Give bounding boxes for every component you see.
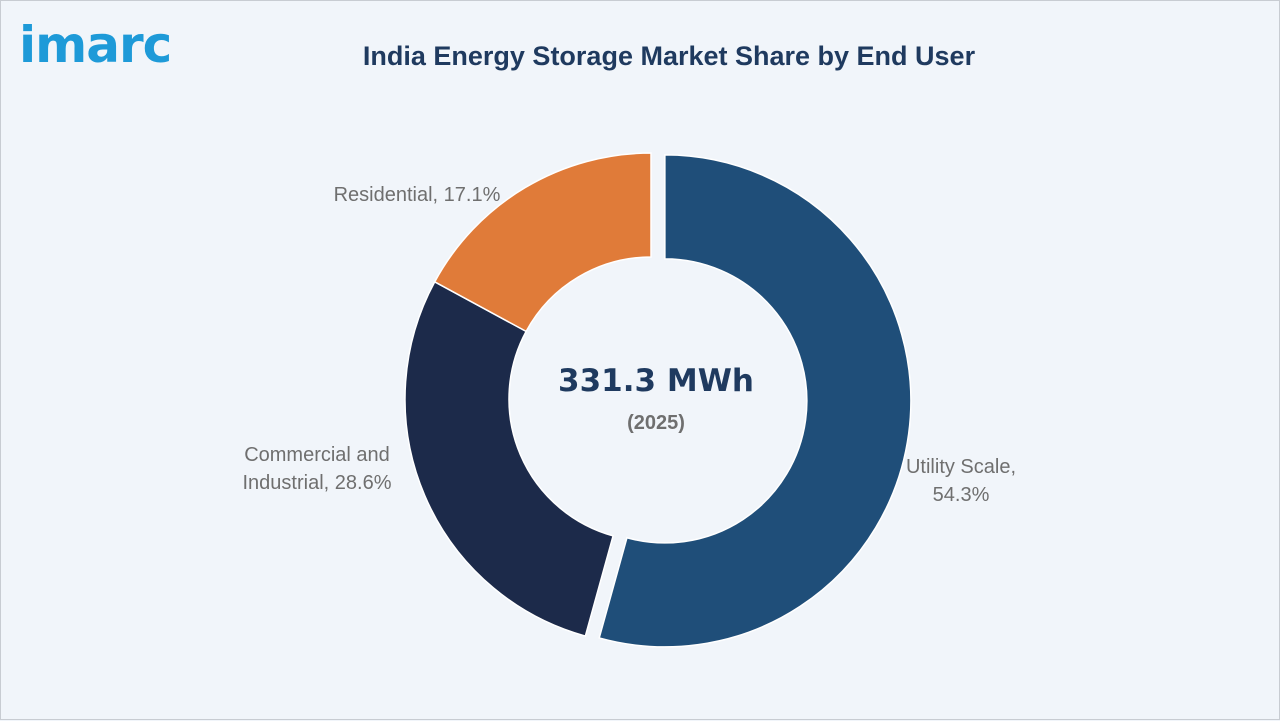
chart-title: India Energy Storage Market Share by End… bbox=[362, 41, 976, 71]
label-commercial-and-industrial: Commercial and Industrial, 28.6% bbox=[243, 444, 392, 494]
imarc-logo: imarc bbox=[19, 16, 172, 74]
slice-residential bbox=[433, 152, 652, 333]
center-value: 331.3 MWh bbox=[558, 363, 754, 399]
slice-labels: Utility Scale, 54.3% Commercial and Industr… bbox=[243, 184, 1017, 506]
donut-slices bbox=[404, 152, 912, 648]
label-utility-scale: Utility Scale, 54.3% bbox=[906, 456, 1016, 506]
center-subtitle: (2025) bbox=[627, 412, 685, 434]
label-residential: Residential, 17.1% bbox=[334, 184, 501, 206]
slice-utility-scale bbox=[598, 154, 912, 648]
slice-commercial-and-industrial bbox=[404, 280, 615, 637]
